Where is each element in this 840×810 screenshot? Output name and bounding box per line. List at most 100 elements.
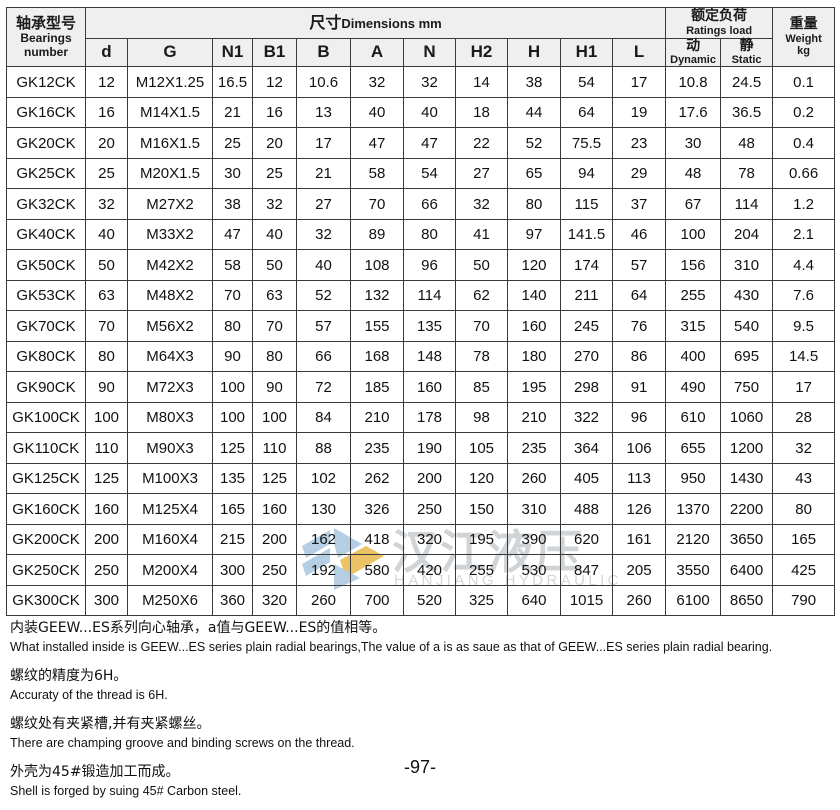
table-row: GK70CK 70 M56X2 80 70 57 155 135 70 160 245 76 315 54… xyxy=(6,310,836,342)
header-ratings-load-en: Ratings load xyxy=(686,24,753,37)
table-cell: 88 xyxy=(296,432,351,464)
table-cell: 100 xyxy=(665,218,722,251)
table-cell: 57 xyxy=(611,249,667,281)
table-cell: 326 xyxy=(350,493,404,525)
table-cell: 14 xyxy=(455,66,508,98)
note-cn: 外壳为45#锻造加工而成。 xyxy=(10,764,180,781)
table-cell: 132 xyxy=(350,279,404,312)
table-cell: 108 xyxy=(350,249,404,281)
table-cell: 2.1 xyxy=(772,218,836,251)
header-row-sub: d G N1 B1 B A N H2 H H1 L 动 Dynamic 静 St… xyxy=(7,37,835,68)
table-cell: 0.66 xyxy=(772,157,836,190)
table-cell: 490 xyxy=(665,371,722,403)
table-cell: 100 xyxy=(252,401,297,434)
table-row: GK12CK 12 M12X1.25 16.5 12 10.6 32 32 14 38 54 17 10… xyxy=(6,66,836,98)
table-cell: 16 xyxy=(252,96,297,129)
table-row: GK250CK 250 M200X4 300 250 192 580 420 255 530 847… xyxy=(6,554,836,586)
header-weight-en-2: kg xyxy=(797,44,810,57)
table-cell: 97 xyxy=(507,218,561,251)
table-cell: 85 xyxy=(455,371,508,403)
table-cell: 78 xyxy=(720,157,774,190)
header-dimensions-en: Dimensions mm xyxy=(341,16,442,31)
cell-bearings-number: GK250CK xyxy=(6,554,86,586)
header-col-G: G xyxy=(127,37,213,68)
table-cell: 32 xyxy=(403,66,456,98)
table-cell: 530 xyxy=(507,554,561,586)
table-cell: 126 xyxy=(611,493,667,525)
table-cell: 211 xyxy=(560,279,613,312)
table-row: GK20CK 20 M16X1.5 25 20 17 47 47 22 52 75.5 23 30 48 0… xyxy=(6,127,836,159)
table-cell: 141.5 xyxy=(560,218,613,251)
header-col-static: 静 Static xyxy=(720,37,774,68)
table-cell: 25 xyxy=(85,157,128,190)
table-row: GK160CK 160 M125X4 165 160 130 326 250 150 310 488… xyxy=(6,493,836,525)
table-cell: 245 xyxy=(560,310,613,342)
header-ratings-load-cn: 额定负荷 xyxy=(691,8,748,25)
cell-bearings-number: GK12CK xyxy=(6,66,86,98)
table-cell: 50 xyxy=(455,249,508,281)
table-cell: 2200 xyxy=(720,493,774,525)
table-cell: 120 xyxy=(455,462,508,495)
cell-bearings-number: GK25CK xyxy=(6,157,86,190)
table-cell: 58 xyxy=(212,249,253,281)
cell-bearings-number: GK300CK xyxy=(6,584,86,617)
table-cell: M72X3 xyxy=(127,371,213,403)
table-cell: 178 xyxy=(403,401,456,434)
table-cell: 260 xyxy=(611,584,667,617)
table-cell: 38 xyxy=(212,188,253,220)
table-header: 轴承型号 Bearings number 尺寸Dimensions mm 额定负… xyxy=(6,6,836,68)
table-cell: 160 xyxy=(85,493,128,525)
table-cell: M16X1.5 xyxy=(127,127,213,159)
table-cell: 52 xyxy=(507,127,561,159)
table-cell: 192 xyxy=(296,554,351,586)
table-cell: 98 xyxy=(455,401,508,434)
table-cell: 298 xyxy=(560,371,613,403)
header-col-H: H xyxy=(507,37,561,68)
header-weight-en-1: Weight xyxy=(785,32,822,45)
table-cell: 114 xyxy=(403,279,456,312)
table-cell: 105 xyxy=(455,432,508,464)
table-cell: 36.5 xyxy=(720,96,774,129)
table-row: GK32CK 32 M27X2 38 32 27 70 66 32 80 115 37 67 114 1.2 xyxy=(6,188,836,220)
table-cell: 22 xyxy=(455,127,508,159)
table-cell: 130 xyxy=(296,493,351,525)
header-dimensions-cn: 尺寸 xyxy=(309,13,342,32)
note-item: 内装GEEW...ES系列向心轴承，a值与GEEW...ES的值相等。 What… xyxy=(10,618,830,657)
table-cell: 48 xyxy=(720,127,774,159)
table-cell: 18 xyxy=(455,96,508,129)
table-cell: 610 xyxy=(665,401,722,434)
table-cell: 23 xyxy=(611,127,667,159)
table-cell: 80 xyxy=(507,188,561,220)
table-cell: 162 xyxy=(296,523,351,556)
spec-table-container: 轴承型号 Bearings number 尺寸Dimensions mm 额定负… xyxy=(6,6,836,617)
table-cell: 54 xyxy=(403,157,456,190)
table-cell: 28 xyxy=(772,401,836,434)
table-cell: 135 xyxy=(403,310,456,342)
table-cell: 215 xyxy=(212,523,253,556)
header-dimensions: 尺寸Dimensions mm xyxy=(84,7,667,39)
table-cell: 235 xyxy=(507,432,561,464)
table-cell: 165 xyxy=(772,523,836,556)
table-cell: 262 xyxy=(350,462,404,495)
note-item: 螺纹处有夹紧槽,并有夹紧螺丝。 There are champing groov… xyxy=(10,714,830,753)
table-cell: 75.5 xyxy=(560,127,613,159)
table-cell: 17 xyxy=(296,127,351,159)
table-cell: 161 xyxy=(611,523,667,556)
table-body: GK12CK 12 M12X1.25 16.5 12 10.6 32 32 14 38 54 17 10… xyxy=(6,66,836,617)
cell-bearings-number: GK32CK xyxy=(6,188,86,220)
cell-bearings-number: GK80CK xyxy=(6,340,86,373)
table-cell: 16 xyxy=(85,96,128,129)
table-cell: 20 xyxy=(85,127,128,159)
table-cell: 655 xyxy=(665,432,722,464)
table-cell: 40 xyxy=(403,96,456,129)
table-cell: M80X3 xyxy=(127,401,213,434)
table-cell: M12X1.25 xyxy=(127,66,213,98)
table-row: GK40CK 40 M33X2 47 40 32 89 80 41 97 141.5 46 100 204… xyxy=(6,218,836,251)
note-cn: 内装GEEW...ES系列向心轴承，a值与GEEW...ES的值相等。 xyxy=(10,620,387,636)
table-cell: 310 xyxy=(507,493,561,525)
table-cell: 322 xyxy=(560,401,613,434)
table-cell: 96 xyxy=(611,401,667,434)
table-cell: M100X3 xyxy=(127,462,213,495)
table-cell: 48 xyxy=(665,157,722,190)
table-cell: 21 xyxy=(212,96,253,129)
